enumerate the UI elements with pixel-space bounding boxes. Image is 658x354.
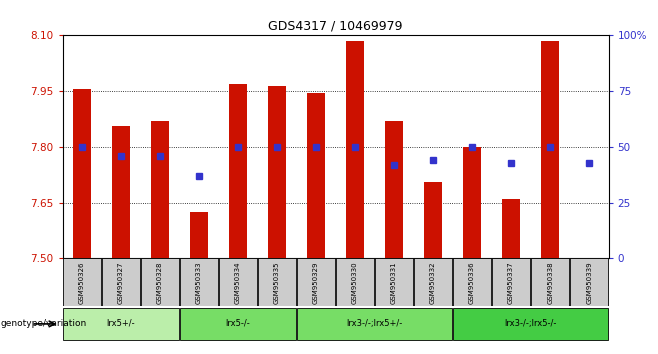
Text: GSM950332: GSM950332 (430, 261, 436, 304)
Text: GSM950327: GSM950327 (118, 261, 124, 304)
Bar (492, 258, 530, 306)
Bar (190, 212, 208, 258)
Bar (463, 147, 481, 258)
Bar (502, 199, 520, 258)
Text: lrx3-/-;lrx5+/-: lrx3-/-;lrx5+/- (347, 319, 403, 328)
Bar (268, 86, 286, 258)
Bar (375, 258, 413, 306)
Text: GSM950333: GSM950333 (196, 261, 202, 304)
Bar (151, 121, 169, 258)
Text: GSM950336: GSM950336 (469, 261, 475, 304)
Text: GSM950337: GSM950337 (508, 261, 514, 304)
Bar (542, 41, 559, 258)
Bar (297, 258, 335, 306)
Bar (346, 41, 364, 258)
Bar (113, 126, 130, 258)
Text: GSM950329: GSM950329 (313, 261, 319, 304)
Bar (63, 308, 179, 340)
Bar (570, 258, 608, 306)
Bar (336, 258, 374, 306)
Bar (63, 258, 101, 306)
Bar (73, 89, 91, 258)
Bar (180, 308, 296, 340)
Bar (229, 84, 247, 258)
Text: GSM950334: GSM950334 (235, 261, 241, 304)
Text: GSM950328: GSM950328 (157, 261, 163, 304)
Bar (424, 182, 442, 258)
Bar (532, 258, 569, 306)
Bar (102, 258, 139, 306)
Bar (386, 121, 403, 258)
Text: GSM950330: GSM950330 (352, 261, 358, 304)
Bar (219, 258, 257, 306)
Title: GDS4317 / 10469979: GDS4317 / 10469979 (268, 20, 403, 33)
Bar (453, 258, 491, 306)
Bar (180, 258, 218, 306)
Bar (415, 258, 452, 306)
Text: GSM950326: GSM950326 (79, 261, 85, 304)
Bar (259, 258, 296, 306)
Text: GSM950335: GSM950335 (274, 261, 280, 304)
Text: lrx5-/-: lrx5-/- (226, 319, 251, 328)
Text: GSM950331: GSM950331 (391, 261, 397, 304)
Bar (141, 258, 179, 306)
Text: GSM950338: GSM950338 (547, 261, 553, 304)
Text: GSM950339: GSM950339 (586, 261, 592, 304)
Text: lrx5+/-: lrx5+/- (107, 319, 136, 328)
Bar (297, 308, 452, 340)
Text: lrx3-/-;lrx5-/-: lrx3-/-;lrx5-/- (505, 319, 557, 328)
Bar (453, 308, 608, 340)
Bar (307, 93, 325, 258)
Text: genotype/variation: genotype/variation (1, 319, 87, 329)
